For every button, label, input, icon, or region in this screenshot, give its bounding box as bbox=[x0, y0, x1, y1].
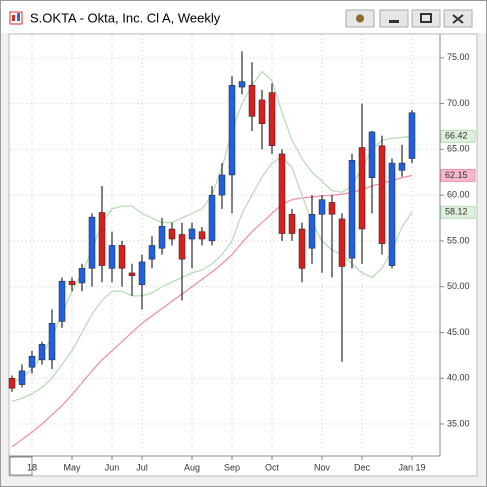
maximize-icon bbox=[420, 13, 432, 23]
x-tick-label: Aug bbox=[184, 462, 200, 472]
x-tick-label: Nov bbox=[314, 462, 331, 472]
indicator-line bbox=[11, 174, 413, 448]
maximize-button[interactable] bbox=[411, 9, 441, 28]
candle-body bbox=[388, 162, 396, 266]
app-icon bbox=[17, 13, 20, 21]
candle-body bbox=[178, 234, 186, 260]
price-tag-label: 58.12 bbox=[445, 207, 468, 217]
close-icon bbox=[452, 14, 464, 24]
app-icon bbox=[12, 15, 15, 21]
candle-body bbox=[248, 85, 256, 117]
candle-body bbox=[158, 225, 166, 249]
candle-body bbox=[358, 147, 366, 230]
candle-body bbox=[238, 81, 246, 88]
candle-body bbox=[218, 174, 226, 196]
x-tick-label: Jun bbox=[105, 462, 120, 472]
candle-body bbox=[118, 245, 126, 269]
price-tag-label: 62.15 bbox=[445, 170, 468, 180]
candle-body bbox=[48, 323, 56, 361]
candle-body bbox=[298, 228, 306, 269]
link-icon bbox=[356, 14, 364, 23]
candle-body bbox=[38, 344, 46, 361]
candle-body bbox=[278, 153, 286, 234]
candle-body bbox=[208, 194, 216, 242]
candle-body bbox=[348, 160, 356, 259]
candle-body bbox=[78, 268, 86, 284]
candle-body bbox=[318, 199, 326, 215]
y-tick-label: 40.00 bbox=[447, 373, 470, 383]
window-title: S.OKTA - Okta, Inc. Cl A, Weekly bbox=[30, 10, 221, 25]
x-tick-label: Jul bbox=[136, 462, 148, 472]
y-tick-label: 75.00 bbox=[447, 52, 470, 62]
candle-body bbox=[18, 370, 26, 385]
x-tick-label: Sep bbox=[224, 462, 240, 472]
candle-body bbox=[228, 85, 236, 176]
candle-body bbox=[128, 272, 136, 276]
x-tick-label: 18 bbox=[27, 462, 37, 472]
minimize-button[interactable] bbox=[379, 9, 409, 28]
candle-body bbox=[8, 377, 16, 389]
candle-body bbox=[288, 214, 296, 234]
indicator-line bbox=[11, 155, 413, 402]
price-tag bbox=[440, 168, 476, 182]
x-tick-label: May bbox=[63, 462, 81, 472]
candle-body bbox=[108, 245, 116, 269]
candle-body bbox=[308, 214, 316, 249]
y-tick-label: 45.00 bbox=[447, 327, 470, 337]
candle-body bbox=[328, 202, 336, 215]
y-tick-label: 55.00 bbox=[447, 235, 470, 245]
y-tick-label: 70.00 bbox=[447, 98, 470, 108]
chart-panel bbox=[8, 33, 478, 477]
candle-body bbox=[88, 216, 96, 269]
price-tag bbox=[440, 205, 476, 219]
x-tick-label: Dec bbox=[354, 462, 371, 472]
app-icon bbox=[9, 11, 23, 25]
y-tick-label: 65.00 bbox=[447, 144, 470, 154]
candle-body bbox=[168, 228, 176, 240]
y-tick-label: 60.00 bbox=[447, 189, 470, 199]
y-tick-label: 50.00 bbox=[447, 281, 470, 291]
x-tick-label: Oct bbox=[265, 462, 280, 472]
y-tick-label: 35.00 bbox=[447, 418, 470, 428]
candle-body bbox=[378, 145, 386, 244]
price-tag bbox=[440, 129, 476, 143]
candle-body bbox=[338, 218, 346, 267]
candle-body bbox=[258, 99, 266, 124]
candle-body bbox=[138, 261, 146, 286]
candle-body bbox=[268, 92, 276, 146]
candle-body bbox=[188, 228, 196, 240]
candle-body bbox=[98, 212, 106, 266]
price-tag-label: 66.42 bbox=[445, 131, 468, 141]
candle-body bbox=[58, 280, 66, 322]
candle-body bbox=[368, 131, 376, 178]
candle-body bbox=[198, 231, 206, 240]
x-tick-label: Jan 19 bbox=[398, 462, 425, 472]
candle-body bbox=[148, 245, 156, 260]
candle-body bbox=[68, 280, 76, 286]
minimize-icon bbox=[389, 20, 399, 23]
candle-body bbox=[398, 162, 406, 171]
candle-body bbox=[408, 112, 416, 159]
scroll-box[interactable] bbox=[9, 456, 33, 476]
candle-body bbox=[28, 355, 36, 368]
